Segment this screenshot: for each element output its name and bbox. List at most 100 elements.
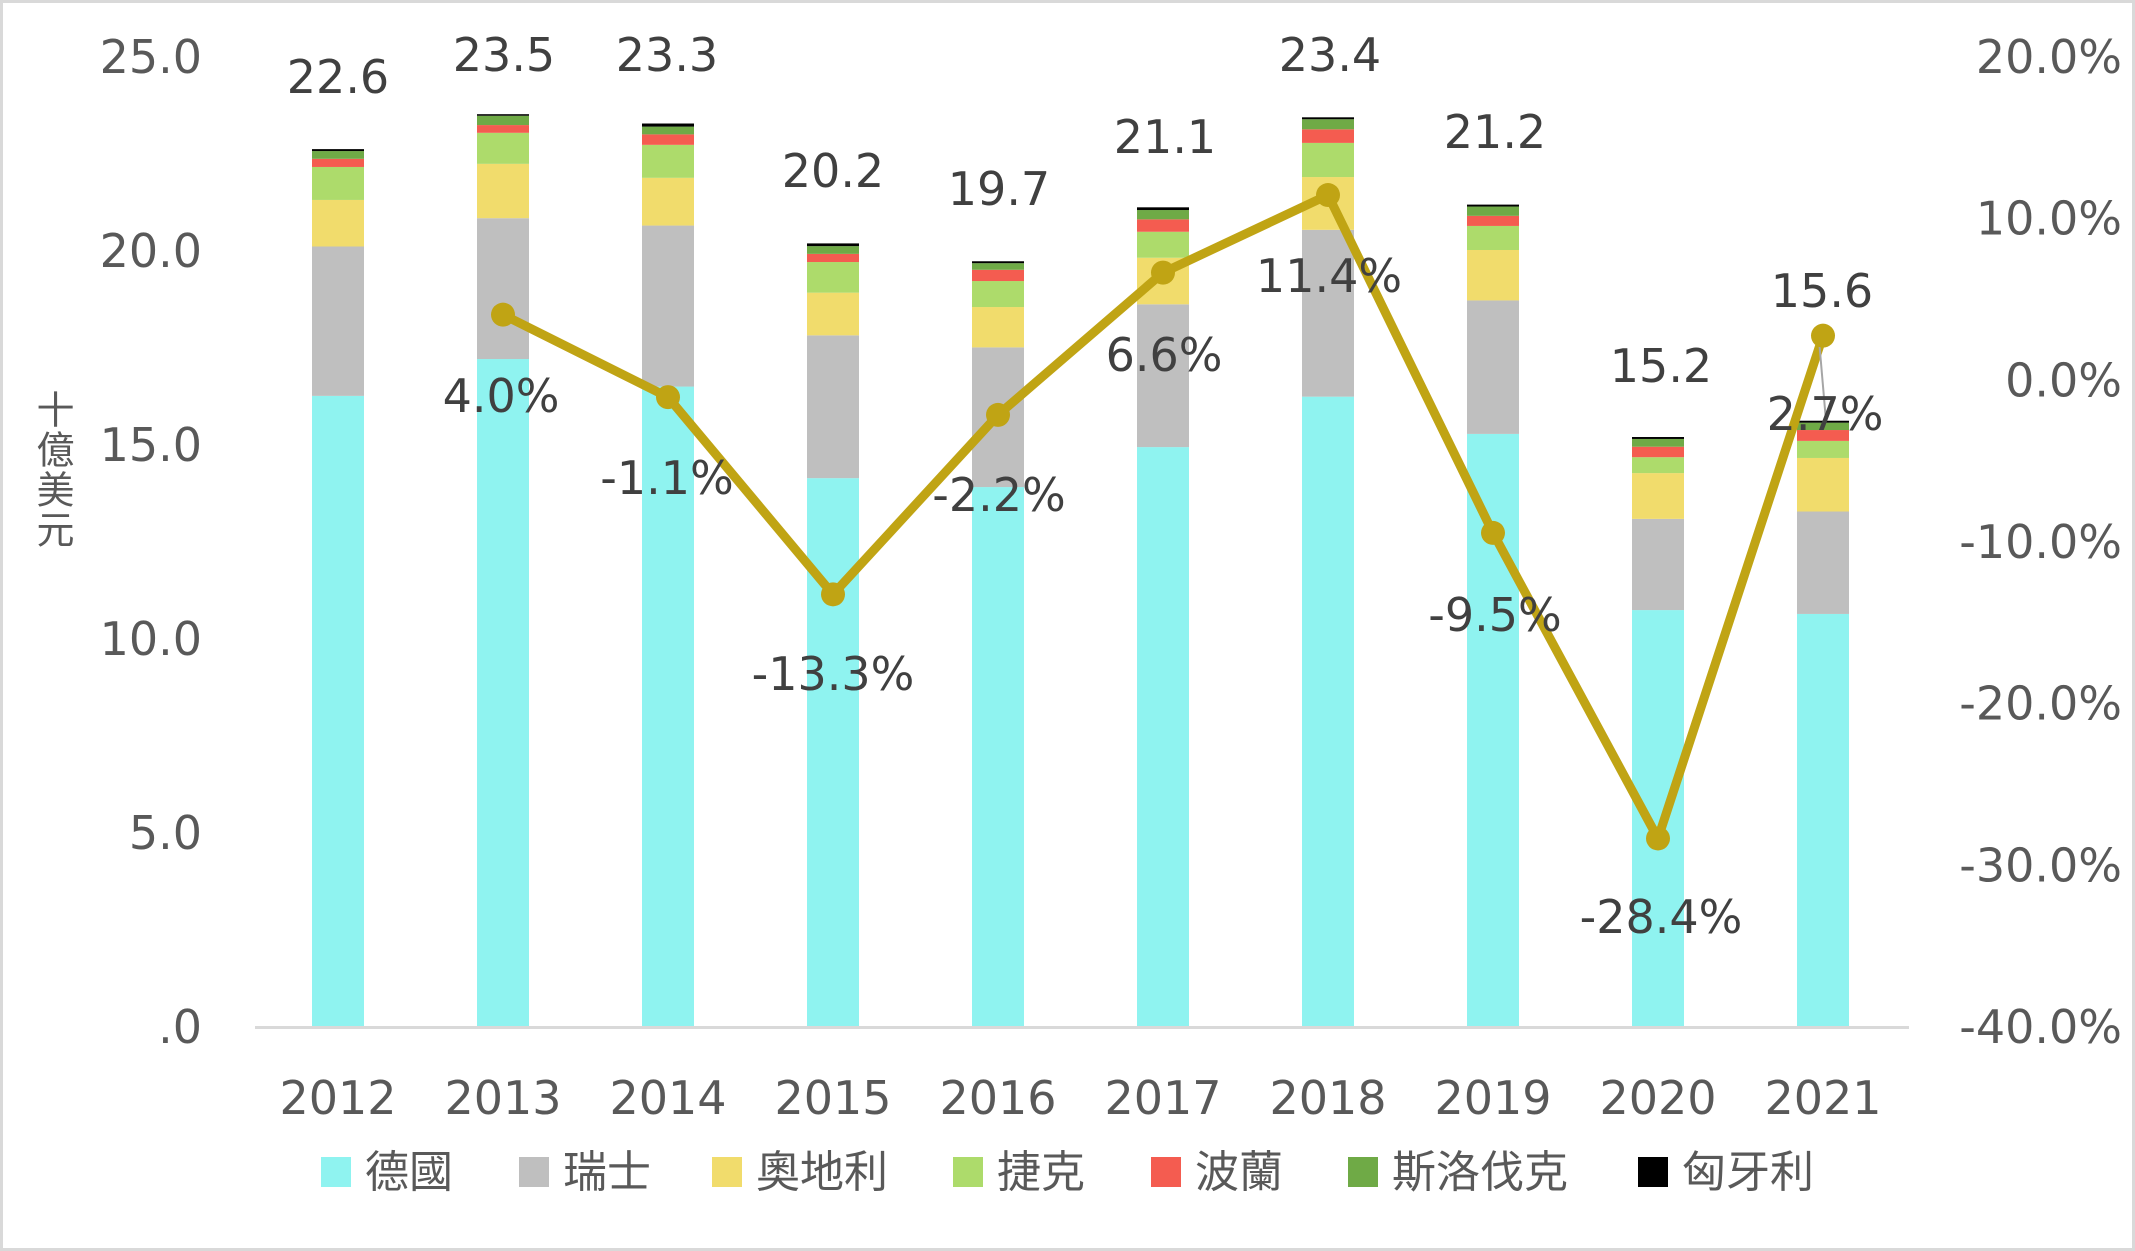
growth-marker: [1481, 520, 1505, 545]
legend-label: 波蘭: [1195, 1147, 1283, 1198]
y2-tick-label: 0.0%: [2005, 353, 2122, 407]
total-label: 15.2: [1610, 339, 1712, 393]
bar-stack-2017: [1137, 207, 1189, 1026]
bar-segment: [1302, 229, 1354, 397]
bar-segment: [1632, 438, 1684, 447]
total-label: 19.7: [948, 162, 1050, 216]
legend-label: 奧地利: [756, 1147, 888, 1198]
growth-marker: [821, 582, 845, 607]
y2-tick-label: 10.0%: [1976, 192, 2122, 246]
bar-segment: [312, 149, 364, 152]
y-axis-ticks: .0 5.0 10.0 15.0 20.0 25.0: [100, 30, 202, 1054]
bar-segment: [1632, 446, 1684, 458]
y2-tick-label: 20.0%: [1976, 30, 2122, 84]
total-label: 23.5: [453, 28, 555, 82]
bars-layer: [312, 114, 1849, 1026]
bar-segment: [642, 126, 694, 135]
y-tick-label: 5.0: [129, 806, 202, 860]
bar-segment: [1137, 207, 1189, 211]
x-tick-label: 2014: [609, 1071, 726, 1125]
total-label: 22.6: [287, 50, 389, 104]
growth-label: -28.4%: [1580, 890, 1743, 944]
bar-stack-2013: [477, 114, 529, 1026]
x-tick-label: 2013: [444, 1071, 561, 1125]
growth-marker: [656, 385, 680, 410]
bar-stack-2020: [1632, 437, 1684, 1026]
bar-segment: [1632, 457, 1684, 474]
legend-swatch: [1151, 1157, 1181, 1187]
legend-item: 瑞士: [519, 1147, 651, 1198]
bar-segment: [1137, 304, 1189, 448]
legend-swatch: [712, 1157, 742, 1187]
legend-label: 匈牙利: [1682, 1147, 1814, 1198]
bar-segment: [1137, 231, 1189, 258]
legend-swatch: [321, 1157, 351, 1187]
x-axis-ticks: 2012 2013 2014 2015 2016 2017 2018 2019 2020 2021: [279, 1071, 1881, 1125]
growth-marker: [1316, 183, 1340, 208]
bar-segment: [807, 292, 859, 336]
growth-marker: [1151, 260, 1175, 285]
bar-stack-2018: [1302, 117, 1354, 1026]
y-axis-title-text: 十億美元: [30, 390, 74, 550]
legend-item: 波蘭: [1151, 1147, 1283, 1198]
growth-label: 2.7%: [1767, 387, 1884, 441]
total-label: 21.1: [1114, 110, 1216, 164]
bar-stack-2014: [642, 123, 694, 1026]
bar-segment: [1467, 215, 1519, 226]
bar-segment: [1302, 119, 1354, 130]
y2-tick-label: -10.0%: [1959, 515, 2122, 569]
bar-segment: [1302, 142, 1354, 178]
legend-item: 斯洛伐克: [1348, 1147, 1568, 1198]
bar-segment: [1137, 447, 1189, 1026]
bar-segment: [972, 281, 1024, 308]
y-tick-label: 10.0: [100, 612, 202, 666]
legend-item: 匈牙利: [1638, 1147, 1814, 1198]
growth-label: 11.4%: [1256, 249, 1402, 303]
bar-segment: [1632, 437, 1684, 439]
total-label: 23.4: [1279, 28, 1381, 82]
y-tick-label: .0: [158, 1000, 202, 1054]
bar-segment: [642, 177, 694, 226]
bar-segment: [477, 115, 529, 126]
bar-segment: [312, 246, 364, 396]
x-tick-label: 2021: [1764, 1071, 1881, 1125]
bar-segment: [312, 199, 364, 247]
bar-segment: [807, 335, 859, 479]
x-tick-label: 2017: [1104, 1071, 1221, 1125]
y2-tick-label: -30.0%: [1959, 838, 2122, 892]
legend-label: 捷克: [997, 1147, 1085, 1198]
legend-swatch: [1638, 1157, 1668, 1187]
bar-segment: [477, 359, 529, 1026]
growth-labels: 4.0% -1.1% -13.3% -2.2% 6.6% 11.4% -9.5% -28.4%…: [443, 249, 1884, 944]
bar-segment: [1797, 457, 1849, 512]
y-tick-label: 25.0: [100, 30, 202, 84]
y-axis-title: 十億美元: [30, 390, 74, 550]
total-label: 15.6: [1771, 264, 1873, 318]
bar-segment: [1797, 511, 1849, 614]
total-label: 20.2: [782, 144, 884, 198]
bar-stack-2012: [312, 149, 364, 1026]
growth-label: -9.5%: [1428, 588, 1561, 642]
bar-segment: [1632, 473, 1684, 519]
y-tick-label: 15.0: [100, 418, 202, 472]
total-label: 21.2: [1444, 105, 1546, 159]
bar-segment: [1797, 430, 1849, 441]
legend-label: 瑞士: [563, 1147, 651, 1198]
legend-label: 斯洛伐克: [1392, 1147, 1568, 1198]
bar-segment: [1467, 250, 1519, 301]
bar-segment: [477, 218, 529, 360]
legend-swatch: [1348, 1157, 1378, 1187]
bar-segment: [1467, 300, 1519, 434]
label-leader-line: [1818, 339, 1827, 422]
growth-marker: [491, 302, 515, 327]
growth-line-layer: [491, 183, 1835, 851]
bar-segment: [1797, 420, 1849, 423]
bar-segment: [1797, 440, 1849, 458]
bar-segment: [972, 263, 1024, 270]
x-tick-label: 2020: [1599, 1071, 1716, 1125]
bar-segment: [807, 243, 859, 247]
bar-segment: [477, 132, 529, 164]
bar-segment: [1302, 117, 1354, 120]
bar-segment: [1302, 129, 1354, 143]
